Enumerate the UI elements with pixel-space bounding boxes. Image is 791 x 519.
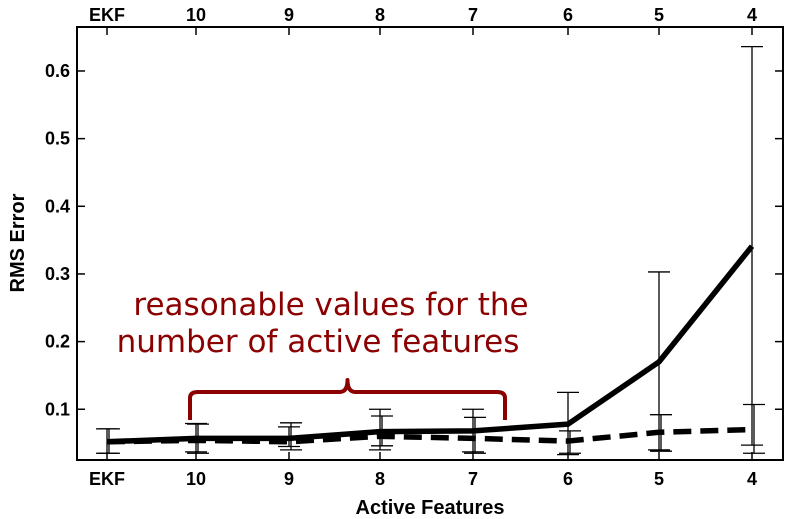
x-tick-label-bottom: 9 xyxy=(284,469,294,489)
annotation-line-2: number of active features xyxy=(117,324,520,360)
x-tick-label-top: EKF xyxy=(89,5,125,25)
y-tick-label: 0.2 xyxy=(45,332,70,352)
x-tick-label-bottom: 8 xyxy=(375,469,385,489)
x-tick-label-top: 5 xyxy=(654,5,664,25)
y-tick-label: 0.1 xyxy=(45,399,70,419)
x-axis-title: Active Features xyxy=(356,497,505,519)
x-tick-label-bottom: 7 xyxy=(468,469,478,489)
annotation-brace xyxy=(188,378,507,420)
y-tick-label: 0.6 xyxy=(45,61,70,81)
annotation: reasonable values for the number of acti… xyxy=(117,287,529,420)
y-tick-label: 0.3 xyxy=(45,264,70,284)
x-tick-label-bottom: 10 xyxy=(186,469,206,489)
annotation-line-1: reasonable values for the xyxy=(133,287,528,323)
solid-series-line xyxy=(106,244,755,445)
plot-border xyxy=(76,26,784,461)
x-tick-label-top: 10 xyxy=(186,5,206,25)
x-tick-label-bottom: 4 xyxy=(747,469,757,489)
x-tick-label-top: 9 xyxy=(284,5,294,25)
x-tick-label-top: 7 xyxy=(468,5,478,25)
x-tick-label-bottom: 6 xyxy=(563,469,573,489)
x-tick-label-top: 4 xyxy=(747,5,757,25)
plot-frame xyxy=(76,26,784,461)
y-tick-label: 0.5 xyxy=(45,129,70,149)
axis-ticks: EKF EKF 10 10 9 9 8 8 7 7 6 6 5 5 4 4 0.1 0.2 0.3 0.4 0.5 0.6 xyxy=(45,5,783,489)
error-bars xyxy=(96,45,765,456)
x-tick-label-top: 8 xyxy=(375,5,385,25)
x-tick-label-bottom: EKF xyxy=(89,469,125,489)
y-tick-label: 0.4 xyxy=(45,196,70,216)
x-tick-label-bottom: 5 xyxy=(654,469,664,489)
x-tick-label-top: 6 xyxy=(563,5,573,25)
y-axis-title: RMS Error xyxy=(7,193,29,292)
series-lines xyxy=(106,244,755,445)
